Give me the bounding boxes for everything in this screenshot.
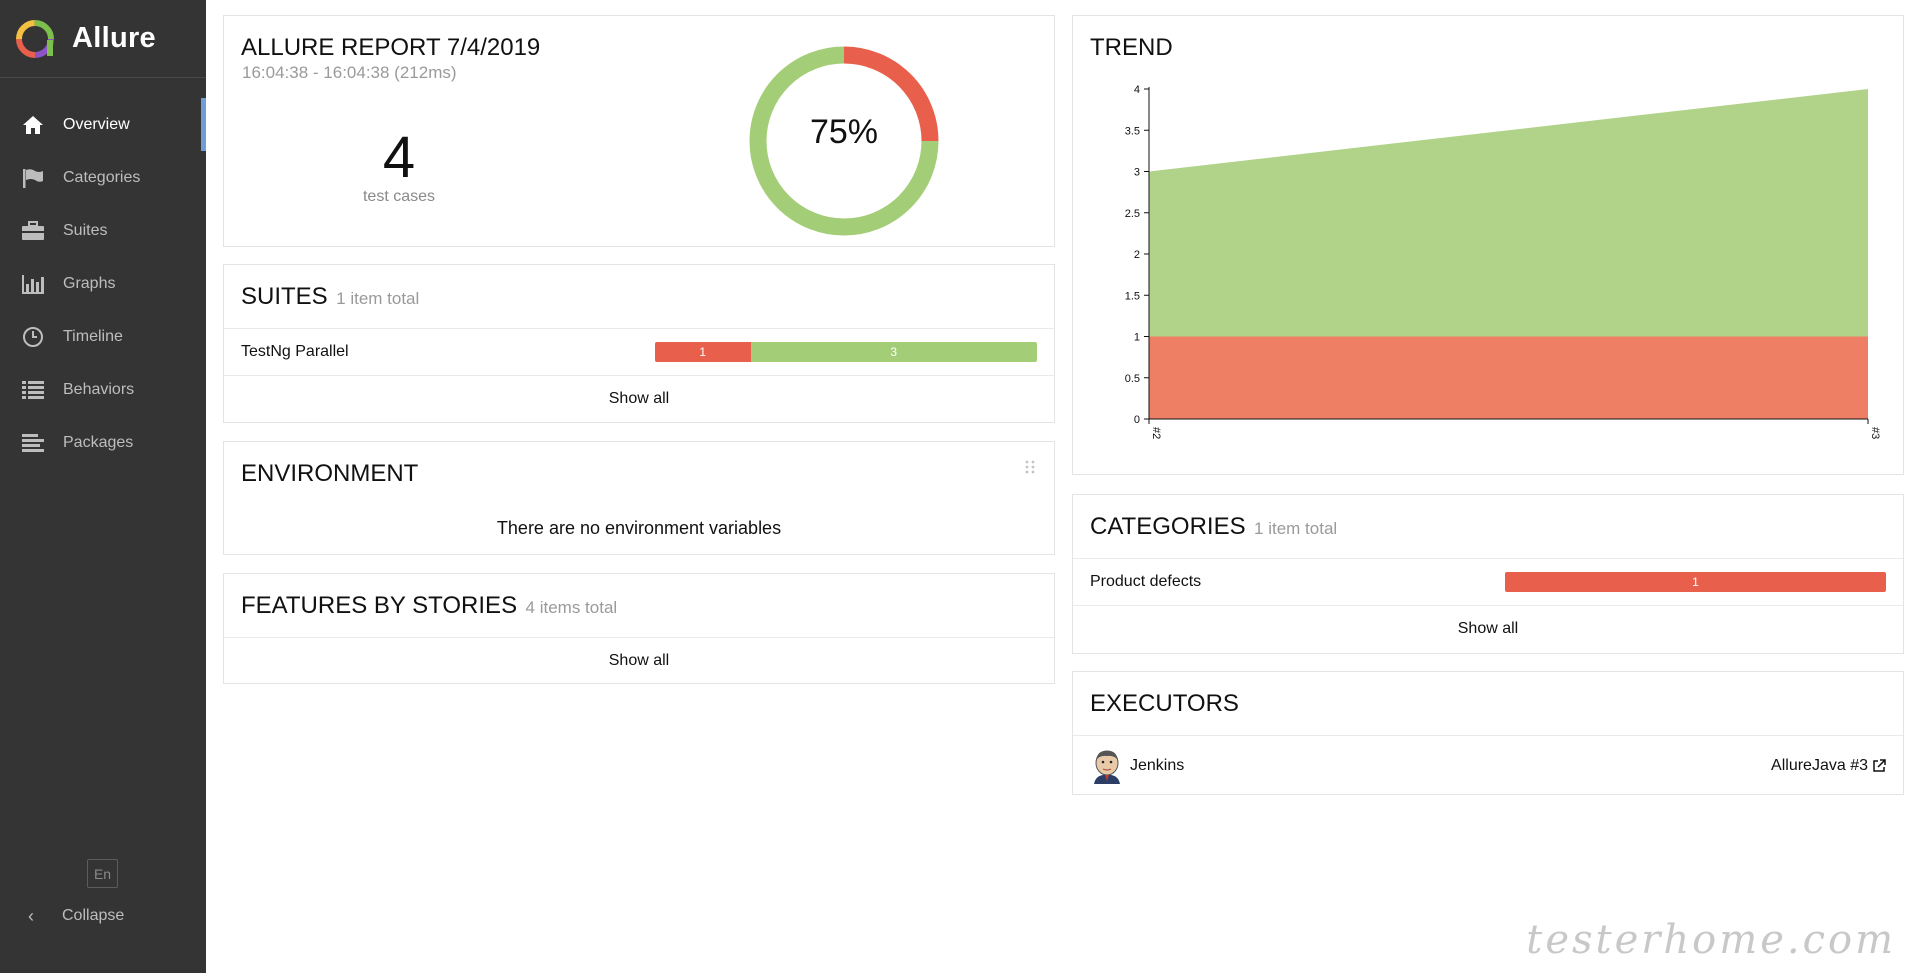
categories-title: CATEGORIES (1090, 513, 1246, 540)
passed-segment: 3 (750, 342, 1037, 362)
sidebar-nav: Overview Categories Suites Graphs Timeli… (0, 98, 206, 469)
suites-header: SUITES 1 item total (224, 265, 1054, 329)
sidebar-item-overview[interactable]: Overview (0, 98, 206, 151)
categories-show-all-link[interactable]: Show all (1457, 620, 1519, 637)
success-rate-donut (749, 46, 939, 236)
home-icon (20, 114, 46, 136)
trend-y-tick-label: 3 (1134, 167, 1140, 179)
trend-y-tick-label: 1.5 (1125, 290, 1140, 302)
suite-name: TestNg Parallel (241, 343, 349, 360)
trend-x-tick-label: #3 (1869, 427, 1881, 439)
sidebar-item-label: Overview (63, 115, 130, 133)
chevron-left-icon: ‹ (28, 905, 34, 926)
sidebar-item-suites[interactable]: Suites (0, 204, 206, 257)
trend-y-tick-label: 0 (1134, 414, 1140, 426)
trend-chart: 0 0.5 1 1.5 2 2.5 3 3.5 4 #2 #3 (1125, 84, 1881, 439)
executor-build-link[interactable]: AllureJava #3 (1771, 757, 1886, 775)
executors-header: EXECUTORS (1073, 672, 1903, 736)
external-link-icon (1873, 758, 1886, 772)
sidebar-item-behaviors[interactable]: Behaviors (0, 363, 206, 416)
suites-show-all-link[interactable]: Show all (608, 390, 670, 407)
suites-subtitle: 1 item total (336, 289, 420, 308)
failed-segment: 1 (655, 342, 751, 362)
executors-title: EXECUTORS (1090, 690, 1239, 717)
donut-passed-slice (749, 46, 939, 236)
success-rate-text: 75% (809, 113, 879, 151)
test-case-label: test cases (362, 188, 436, 205)
briefcase-icon (20, 220, 46, 242)
donut-segments (749, 46, 939, 236)
app-name: Allure (72, 22, 156, 54)
flag-icon (20, 167, 46, 189)
executor-build-label: AllureJava #3 (1771, 756, 1868, 774)
trend-title: TREND (1090, 34, 1173, 61)
features-header: FEATURES BY STORIES 4 items total (224, 574, 1054, 638)
drag-handle-icon[interactable] (1024, 460, 1036, 474)
suites-widget: SUITES 1 item total TestNg Parallel 1 3 … (223, 264, 1055, 423)
watermark: testerhome.com (1526, 917, 1896, 963)
environment-widget: ENVIRONMENT There are no environment var… (223, 441, 1055, 555)
category-row[interactable]: Product defects 1 (1073, 559, 1903, 606)
sidebar-item-label: Behaviors (63, 380, 135, 398)
sidebar-item-categories[interactable]: Categories (0, 151, 206, 204)
trend-y-tick-label: 3.5 (1125, 125, 1140, 137)
sidebar-item-label: Packages (63, 433, 134, 451)
features-subtitle: 4 items total (525, 598, 618, 617)
trend-area-failed (1149, 336, 1868, 419)
summary-widget: ALLURE REPORT 7/4/2019 16:04:38 - 16:04:… (223, 15, 1055, 247)
categories-subtitle: 1 item total (1254, 519, 1338, 538)
sidebar-item-label: Graphs (63, 274, 116, 292)
allure-logo (16, 19, 54, 58)
collapse-button[interactable]: ‹ Collapse (20, 902, 124, 930)
trend-y-tick-label: 2.5 (1125, 208, 1140, 220)
sidebar-item-timeline[interactable]: Timeline (0, 310, 206, 363)
environment-empty-text: There are no environment variables (496, 518, 782, 538)
features-widget: FEATURES BY STORIES 4 items total Show a… (223, 573, 1055, 684)
sidebar-item-label: Timeline (63, 327, 123, 345)
collapse-label: Collapse (62, 907, 125, 924)
brand[interactable]: Allure (0, 0, 206, 78)
executor-name: Jenkins (1130, 756, 1185, 774)
bar-chart-icon (20, 273, 46, 295)
test-case-count: 4 (382, 125, 416, 190)
trend-y-tick-label: 1 (1134, 332, 1140, 344)
suites-title: SUITES (241, 283, 328, 310)
sidebar-item-packages[interactable]: Packages (0, 416, 206, 469)
suite-status-bar: 1 3 (655, 342, 1037, 362)
trend-area-passed (1149, 89, 1868, 337)
environment-header: ENVIRONMENT (224, 442, 1054, 506)
trend-widget: 0 0.5 1 1.5 2 2.5 3 3.5 4 #2 #3 TREND (1072, 15, 1904, 475)
category-status-bar: 1 (1505, 572, 1886, 592)
categories-header: CATEGORIES 1 item total (1073, 495, 1903, 559)
sidebar-item-graphs[interactable]: Graphs (0, 257, 206, 310)
features-show-all-link[interactable]: Show all (608, 652, 670, 669)
features-title: FEATURES BY STORIES (241, 592, 518, 619)
trend-y-tick-label: 4 (1134, 84, 1140, 96)
jenkins-avatar-icon (1094, 750, 1120, 784)
trend-y-tick-label: 2 (1134, 249, 1140, 261)
trend-x-tick-label: #2 (1150, 427, 1162, 439)
environment-title: ENVIRONMENT (241, 460, 419, 487)
sidebar-item-label: Categories (63, 168, 141, 186)
sidebar-item-label: Suites (63, 221, 108, 239)
list-icon (20, 379, 46, 401)
clock-icon (20, 326, 46, 348)
suite-row[interactable]: TestNg Parallel 1 3 (224, 329, 1054, 376)
language-switch-button[interactable]: En (87, 859, 118, 888)
report-title: ALLURE REPORT 7/4/2019 (241, 34, 541, 61)
category-name: Product defects (1090, 573, 1202, 590)
executors-widget: EXECUTORS Jenkins AllureJava #3 (1072, 671, 1904, 795)
categories-widget: CATEGORIES 1 item total Product defects … (1072, 494, 1904, 654)
executor-row: Jenkins AllureJava #3 (1073, 736, 1903, 795)
failed-segment: 1 (1505, 572, 1886, 592)
report-time: 16:04:38 - 16:04:38 (212ms) (242, 63, 457, 82)
sidebar: Allure Overview Categories Suites Graphs (0, 0, 206, 973)
align-left-icon (20, 432, 46, 454)
trend-y-tick-label: 0.5 (1125, 373, 1140, 385)
